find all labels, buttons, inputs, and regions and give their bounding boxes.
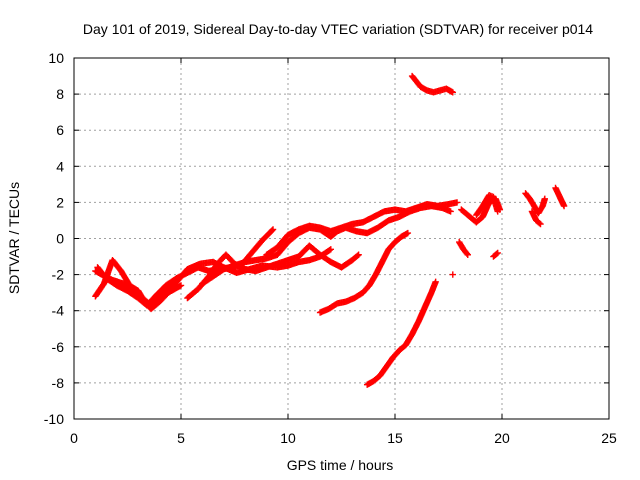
series-track-6 [263,199,461,258]
y-tick-label: 10 [48,50,64,66]
series-track-11 [473,191,501,219]
series-track-9 [408,72,456,96]
data-point [449,89,456,96]
x-tick-label: 5 [177,430,185,446]
series-track-12 [456,238,471,258]
marker [536,219,543,227]
y-tick-label: 6 [56,122,64,138]
data-point [447,208,454,215]
marker [326,246,333,254]
data-point [404,229,412,237]
series-track-17 [552,184,568,210]
y-tick-label: -6 [52,339,65,355]
x-tick-label: 10 [280,430,296,446]
y-tick-label: 2 [56,194,64,210]
x-tick-label: 15 [387,430,403,446]
data-point [327,246,334,253]
x-tick-label: 0 [70,430,78,446]
series-track-8 [363,278,439,388]
y-axis-label: SDTVAR / TECUs [6,182,22,294]
y-tick-label: -8 [52,375,65,391]
x-tick-labels: 0 5 10 15 20 25 [70,430,617,446]
series-track-13 [490,249,501,260]
x-tick-label: 20 [494,430,510,446]
marker [354,252,361,259]
series-track-3 [92,256,185,313]
chart-title: Day 101 of 2019, Sidereal Day-to-day VTE… [83,21,593,37]
marker [493,250,500,258]
data-point [449,271,456,278]
data-point [537,220,544,228]
data-point [494,249,501,257]
series-track-14 [449,271,456,278]
data-point [355,251,362,258]
axis-ticks [73,57,610,420]
data-point [177,282,185,289]
y-tick-label: -2 [52,267,65,283]
data-point [560,202,568,210]
data-points [92,72,568,388]
series-track-7 [316,229,412,316]
data-point [464,251,471,258]
y-tick-label: 4 [56,158,64,174]
series-track-16 [528,208,544,228]
data-point [541,195,548,202]
grid-lines [74,58,609,419]
data-point [432,278,439,286]
data-point [453,199,461,206]
x-axis-label: GPS time / hours [287,457,394,473]
y-tick-labels: -10 -8 -6 -4 -2 0 2 4 6 8 10 [44,50,64,427]
x-tick-label: 25 [601,430,617,446]
y-tick-label: 8 [56,86,64,102]
data-point [269,226,277,233]
data-point [494,208,501,215]
y-tick-label: -10 [44,411,64,427]
series-track-15 [522,190,548,217]
y-tick-label: -4 [52,303,65,319]
y-tick-label: 0 [56,231,64,247]
marker [463,250,471,257]
series-track-4 [184,242,362,302]
marker [268,227,276,234]
